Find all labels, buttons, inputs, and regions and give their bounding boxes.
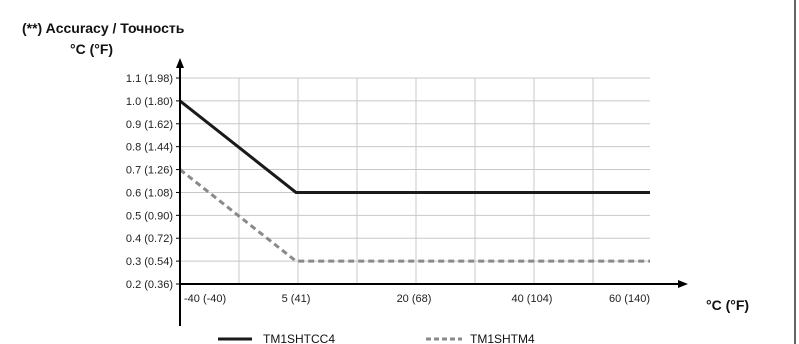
y-tick-label: 0.3 (0.54) xyxy=(126,256,173,268)
y-tick-label: 1.1 (1.98) xyxy=(126,73,173,85)
series-line-tm1shtcc4 xyxy=(179,99,650,194)
x-tick-label: 20 (68) xyxy=(397,293,432,305)
x-axis-label: °C (°F) xyxy=(706,297,749,313)
y-tick-label: 0.5 (0.90) xyxy=(126,210,173,222)
legend-label-tm1shtm4: TM1SHTM4 xyxy=(470,332,535,344)
y-tick-label: 0.7 (1.26) xyxy=(126,165,173,177)
y-axis-label: °C (°F) xyxy=(70,41,113,57)
y-tick-label: 0.2 (0.36) xyxy=(126,279,173,291)
grid xyxy=(180,77,650,284)
x-tick-label: -40 (-40) xyxy=(184,293,226,305)
chart-title: (**) Accuracy / Точность xyxy=(22,20,185,36)
y-tick-label: 0.9 (1.62) xyxy=(126,119,173,131)
series-line-tm1shtm4 xyxy=(179,168,650,263)
tick-labels: 0.2 (0.36) 0.3 (0.54) 0.4 (0.72) 0.5 (0.90)… xyxy=(126,73,650,305)
y-tick-label: 0.4 (0.72) xyxy=(126,233,173,245)
series-layer xyxy=(179,99,650,263)
y-tick-label: 1.0 (1.80) xyxy=(126,96,173,108)
y-tick-label: 0.8 (1.44) xyxy=(126,142,173,154)
axes xyxy=(176,58,688,326)
x-tick-label: 5 (41) xyxy=(282,293,311,305)
y-tick-label: 0.6 (1.08) xyxy=(126,187,173,199)
y-axis-arrow xyxy=(176,58,184,68)
x-axis-arrow xyxy=(678,280,688,288)
legend: TM1SHTCC4 TM1SHTM4 xyxy=(218,332,535,344)
x-tick-label: 60 (140) xyxy=(609,293,650,305)
legend-label-tm1shtcc4: TM1SHTCC4 xyxy=(263,332,335,344)
x-tick-label: 40 (104) xyxy=(512,293,553,305)
